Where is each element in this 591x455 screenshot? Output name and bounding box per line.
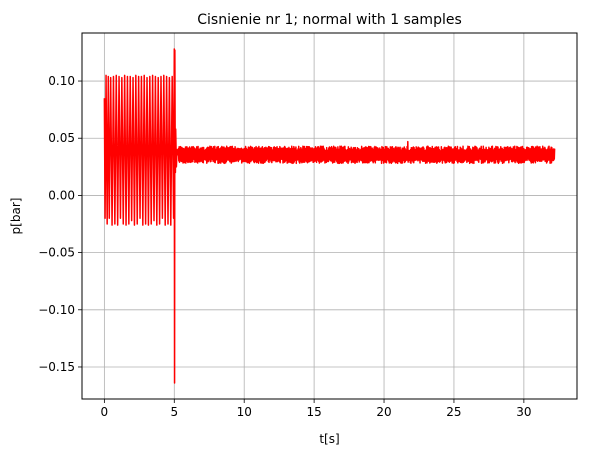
y-tick-label: −0.15 xyxy=(38,360,75,374)
series-line xyxy=(103,48,556,384)
x-tick-label: 10 xyxy=(237,405,252,419)
y-tick-label: −0.05 xyxy=(38,246,75,260)
y-ticks: −0.15 −0.10 −0.05 0.00 0.05 0.10 xyxy=(38,74,82,374)
x-tick-label: 0 xyxy=(101,405,109,419)
y-tick-label: 0.00 xyxy=(48,188,75,202)
plot-frame xyxy=(81,32,578,400)
series-layer xyxy=(103,48,556,384)
y-tick-label: 0.10 xyxy=(48,74,75,88)
y-axis-label: p[bar] xyxy=(9,198,23,235)
x-axis-label: t[s] xyxy=(319,432,339,446)
x-tick-label: 25 xyxy=(446,405,461,419)
x-tick-label: 5 xyxy=(170,405,178,419)
x-tick-label: 30 xyxy=(516,405,531,419)
x-tick-label: 15 xyxy=(306,405,321,419)
x-tick-label: 20 xyxy=(376,405,391,419)
chart-title: Cisnienie nr 1; normal with 1 samples xyxy=(197,12,462,28)
x-ticks: 0 5 10 15 20 25 30 xyxy=(101,399,532,419)
y-tick-label: −0.10 xyxy=(38,303,75,317)
y-tick-label: 0.05 xyxy=(48,131,75,145)
